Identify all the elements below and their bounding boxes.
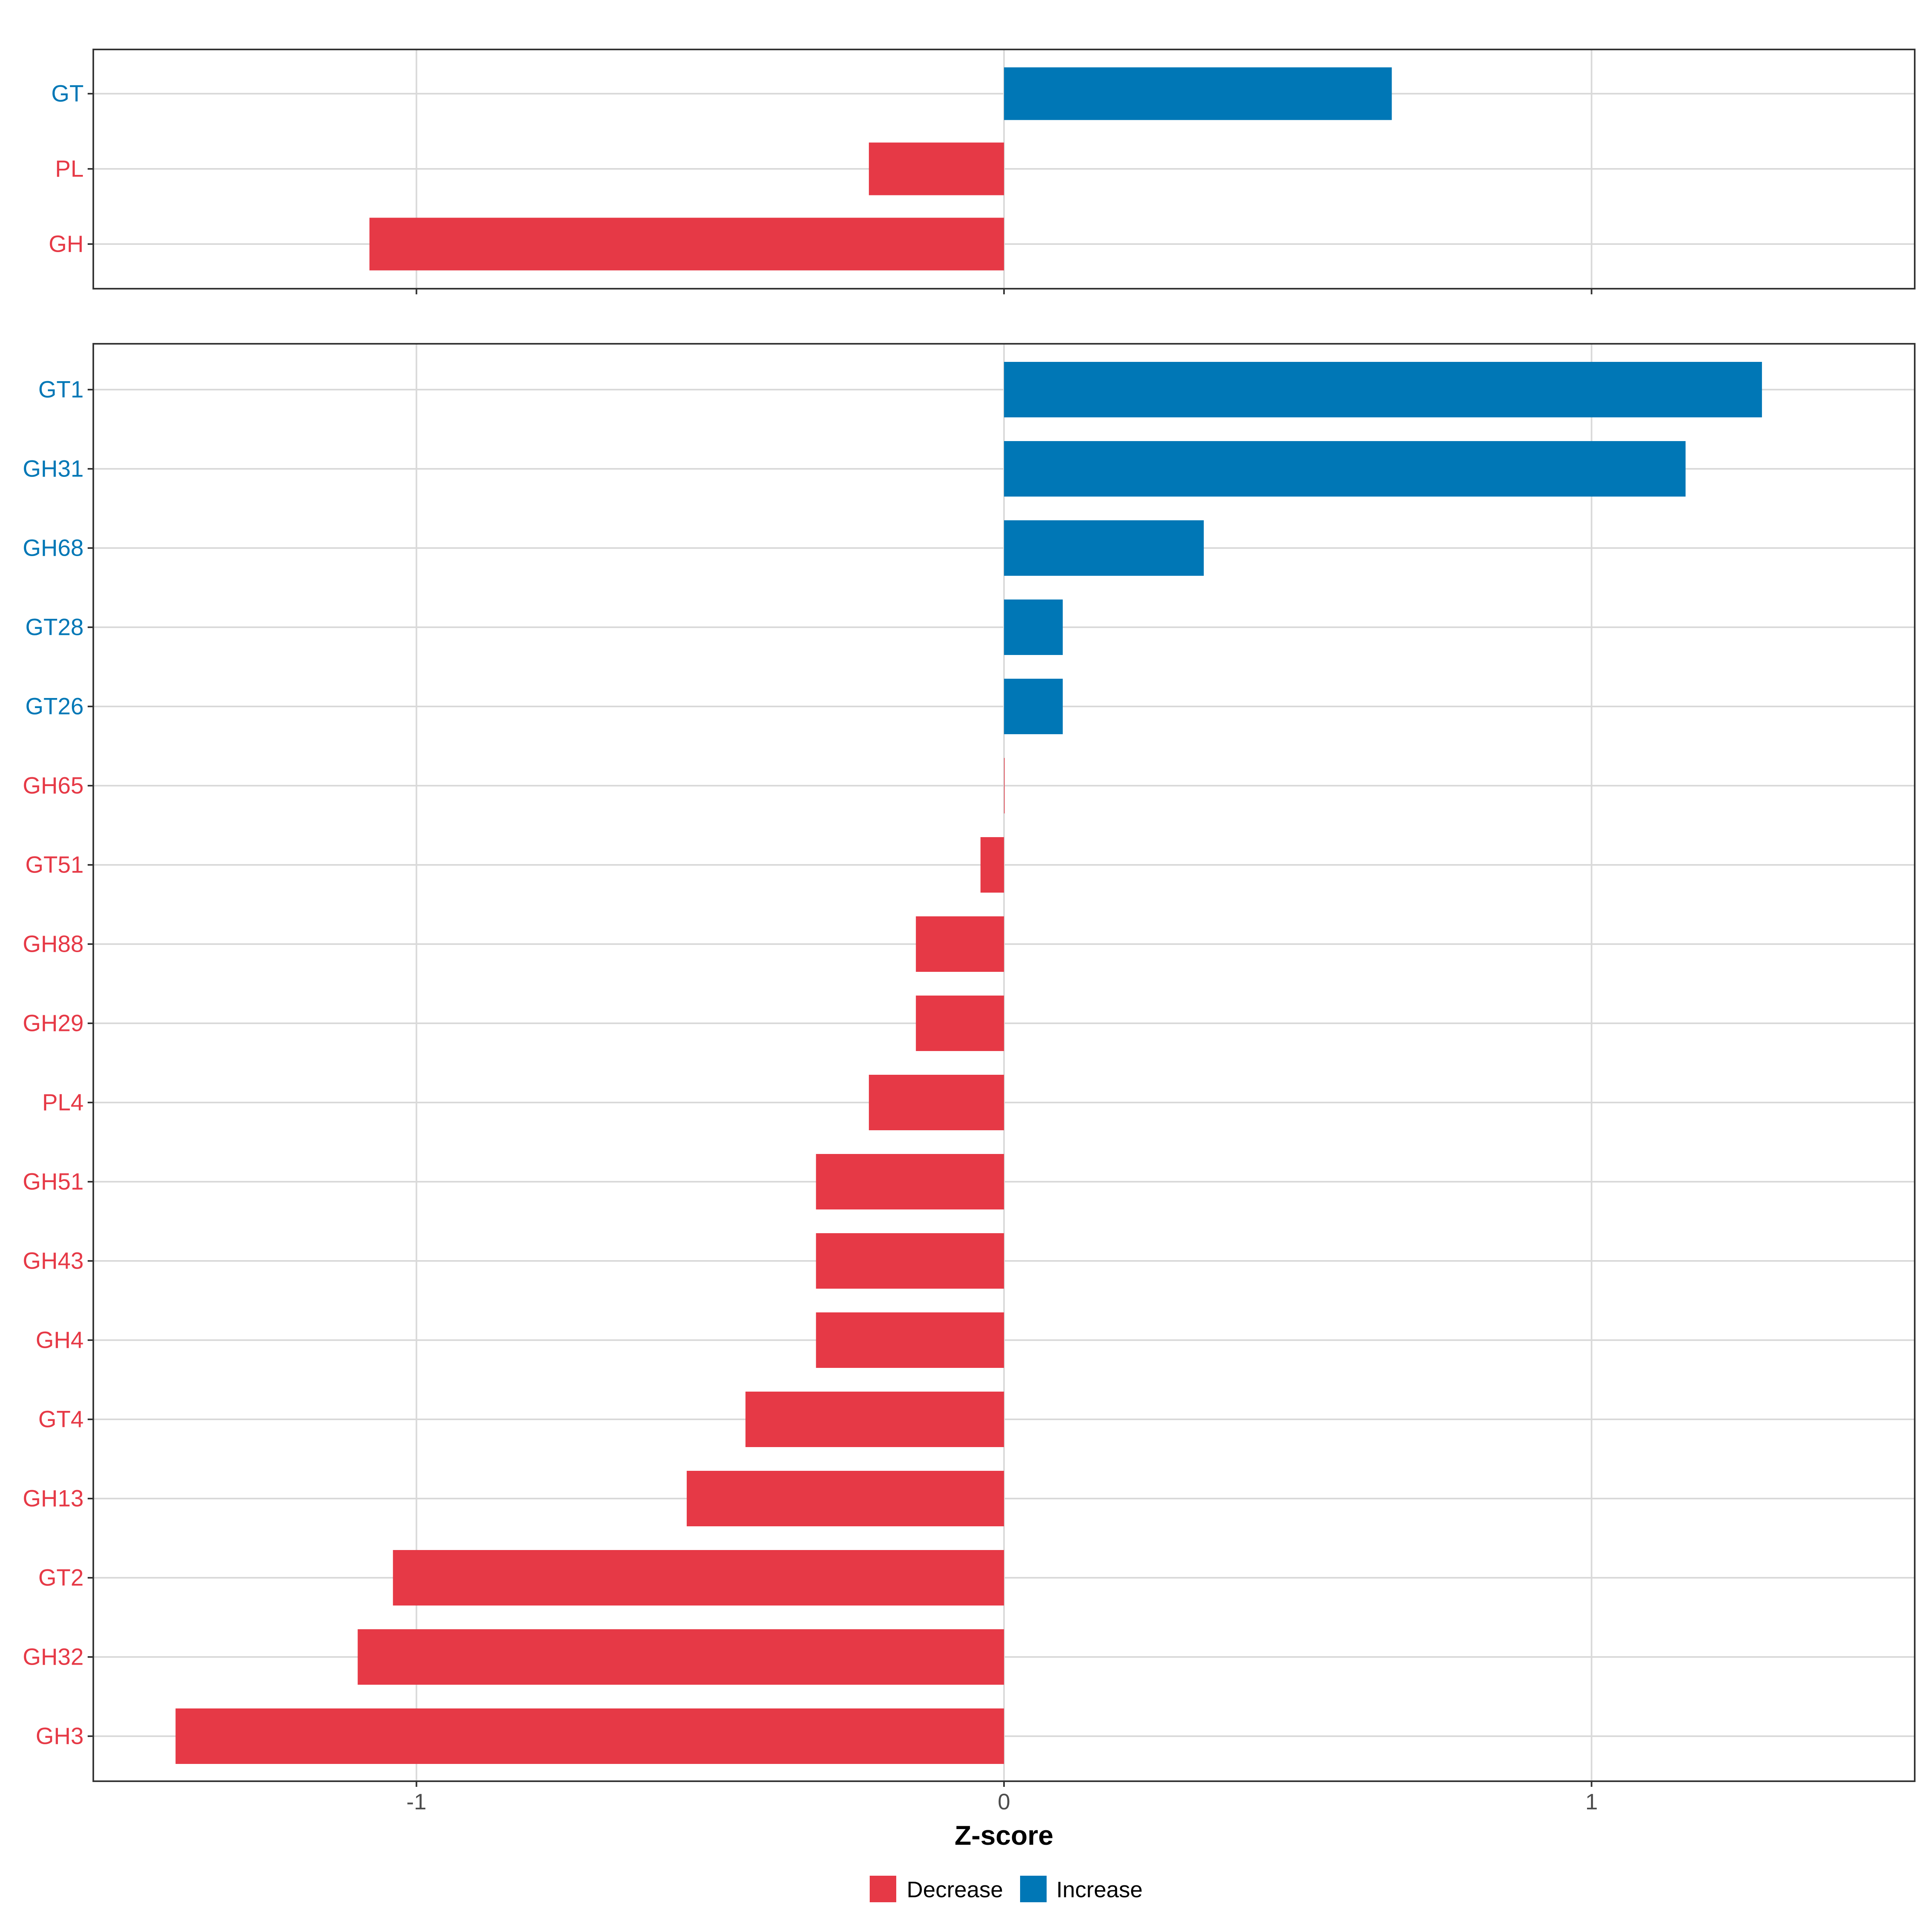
legend-key-increase [1020,1876,1047,1902]
legend-label-increase: Increase [1056,1877,1143,1902]
x-tick-label: 0 [998,1789,1010,1814]
legend-key-decrease [870,1876,896,1902]
y-tick-label-gt4: GT4 [38,1406,84,1433]
y-tick-label-gh4: GH4 [36,1327,84,1353]
y-tick-label-gh13: GH13 [23,1486,84,1512]
panel-bottom: GT1GH31GH68GT28GT26GH65GT51GH88GH29PL4GH… [23,343,1916,1851]
y-tick-label-gh51: GH51 [23,1169,84,1195]
y-tick-label-gh31: GH31 [23,456,84,482]
x-tick-label: 1 [1585,1789,1598,1814]
y-tick-label-gt2: GT2 [38,1565,84,1591]
y-tick-label-gt28: GT28 [25,614,84,641]
bar-gh [369,218,1004,271]
y-tick-label-gt: GT [51,81,84,107]
bar-gh88 [916,916,1004,972]
bar-gt4 [745,1392,1004,1447]
x-tick-label: -1 [407,1789,427,1814]
bar-gt26 [1004,679,1063,734]
y-tick-label-gh3: GH3 [36,1723,84,1749]
y-tick-label-gt26: GT26 [25,694,84,720]
x-axis-title: Z-score [955,1820,1053,1851]
bar-gt1 [1004,362,1762,417]
y-tick-label-gt51: GT51 [25,852,84,878]
y-tick-label-pl4: PL4 [42,1090,84,1116]
bar-gt51 [980,837,1004,893]
bar-gh4 [816,1312,1004,1368]
bar-gh51 [816,1154,1004,1209]
bar-gh65 [1004,758,1005,813]
bar-pl [868,142,1004,195]
bar-gh32 [357,1629,1004,1685]
y-tick-label-pl: PL [55,156,84,182]
bar-gh68 [1004,520,1204,576]
bar-gt2 [393,1550,1004,1606]
bar-gh13 [686,1471,1004,1526]
y-tick-label-gh32: GH32 [23,1644,84,1670]
panel-top: GT PL GH [49,49,1916,294]
legend-label-decrease: Decrease [907,1877,1003,1902]
y-tick-label-gh68: GH68 [23,535,84,561]
y-tick-label-gt1: GT1 [38,377,84,403]
bar-gt [1004,67,1392,120]
y-tick-label-gh88: GH88 [23,931,84,957]
bar-gh43 [816,1233,1004,1289]
y-tick-label-gh29: GH29 [23,1010,84,1037]
legend: Decrease Increase [870,1876,1143,1902]
y-tick-label-gh: GH [49,231,84,257]
y-tick-label-gh43: GH43 [23,1248,84,1274]
bar-gh31 [1004,441,1686,497]
bar-gh29 [916,996,1004,1051]
y-tick-label-gh65: GH65 [23,773,84,799]
bar-pl4 [868,1075,1004,1130]
bar-gh3 [175,1708,1004,1764]
bar-gt28 [1004,600,1063,655]
